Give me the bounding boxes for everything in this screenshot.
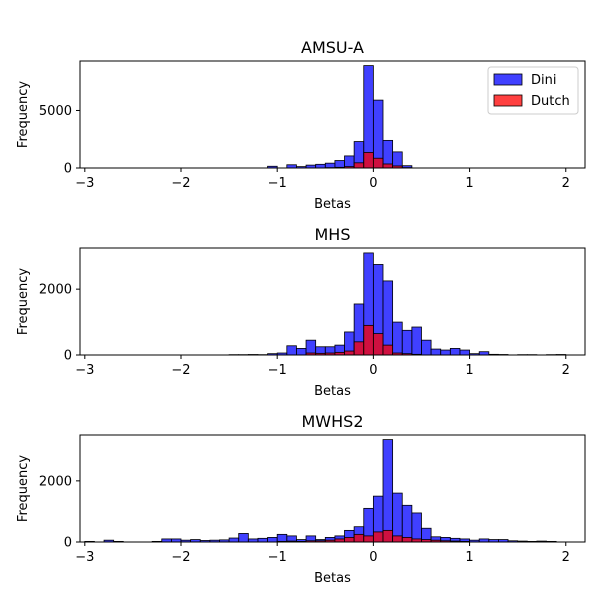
y-axis-label: Frequency	[16, 455, 31, 522]
x-tick-label: −3	[75, 176, 94, 191]
histogram-bar	[392, 321, 403, 356]
histogram-bar	[411, 512, 422, 543]
histogram-bar	[401, 504, 413, 543]
series-dutch	[276, 529, 470, 543]
histogram-bar	[353, 533, 365, 543]
histogram-bar	[411, 326, 422, 356]
histogram-bar	[286, 345, 297, 356]
histogram-bar	[372, 99, 384, 169]
histogram-bar	[372, 157, 384, 169]
subplot-2: −3 −2 −1 0 1 2 0 2000 MHS Betas Frequency	[16, 225, 586, 399]
subplot-title: AMSU-A	[301, 38, 364, 57]
x-tick-label: −3	[75, 550, 94, 565]
x-tick-label: −3	[75, 363, 94, 378]
x-tick-label: 1	[465, 550, 473, 565]
legend-label-dini: Dini	[531, 73, 556, 88]
histogram-bar	[372, 333, 384, 356]
histogram-bar	[315, 163, 326, 169]
histogram-bar	[382, 163, 394, 169]
histogram-bar	[344, 155, 355, 169]
histogram-bar	[363, 324, 374, 356]
legend-label-dutch: Dutch	[531, 94, 570, 109]
x-tick-label: 1	[465, 176, 473, 191]
axes-frame	[79, 434, 586, 543]
legend-swatch-dini	[493, 73, 523, 86]
x-tick-label: −2	[171, 363, 190, 378]
x-tick-label: 0	[369, 363, 377, 378]
histogram-bar	[296, 348, 307, 356]
histogram-bar	[334, 160, 345, 169]
histogram-bar	[382, 344, 394, 356]
legend: Dini Dutch	[487, 66, 579, 115]
histogram-bar	[392, 535, 403, 543]
y-tick-label: 0	[64, 349, 72, 364]
series-dutch	[305, 324, 422, 356]
y-tick-label: 0	[64, 536, 72, 551]
y-tick-label: 5000	[39, 104, 72, 119]
axes-frame	[79, 60, 586, 169]
x-axis-label: Betas	[314, 571, 351, 586]
axes-frame	[79, 247, 586, 356]
x-tick-label: 2	[562, 363, 570, 378]
histogram-bar	[257, 537, 268, 543]
x-tick-label: −2	[171, 550, 190, 565]
x-tick-label: 0	[369, 176, 377, 191]
histogram-bar	[401, 537, 413, 543]
histogram-bar	[267, 537, 278, 543]
histogram-bar	[421, 339, 432, 356]
x-tick-label: −1	[268, 176, 287, 191]
histogram-bar	[449, 348, 461, 356]
x-tick-label: −1	[268, 550, 287, 565]
y-axis-label: Frequency	[16, 81, 31, 148]
histogram-bar	[382, 529, 394, 543]
subplot-3: −3 −2 −1 0 1 2 0 2000 MWHS2 Betas Frequency	[16, 412, 586, 586]
histogram-bar	[372, 531, 384, 543]
histogram-bar	[363, 152, 374, 169]
histogram-bar	[401, 329, 413, 356]
y-tick-label: 2000	[39, 283, 72, 298]
histogram-bar	[344, 537, 355, 543]
x-axis-label: Betas	[314, 197, 351, 212]
histogram-bar	[363, 535, 374, 543]
histogram-bar	[382, 280, 394, 356]
x-tick-label: 1	[465, 363, 473, 378]
y-tick-label: 0	[64, 162, 72, 177]
histogram-bar	[228, 537, 240, 543]
x-tick-label: −1	[268, 363, 287, 378]
subplot-1: −3 −2 −1 0 1 2 0 5000 AMSU-A Betas Frequency Dini Du…	[16, 38, 586, 212]
x-tick-label: 0	[369, 550, 377, 565]
series-dini	[267, 65, 413, 169]
subplot-title: MWHS2	[302, 412, 364, 431]
legend-swatch-dutch	[493, 94, 523, 107]
histogram-bar	[353, 341, 365, 356]
histogram-bar	[392, 492, 403, 543]
histogram-bar	[382, 439, 394, 543]
series-dini	[228, 252, 567, 356]
histogram-bar	[440, 349, 451, 356]
x-tick-label: −2	[171, 176, 190, 191]
y-axis-label: Frequency	[16, 268, 31, 335]
subplot-title: MHS	[315, 225, 351, 244]
series-dini	[84, 439, 557, 543]
histogram-bar	[459, 349, 470, 356]
histogram-bar	[238, 533, 249, 543]
histogram-bar	[430, 348, 442, 356]
histogram-bar	[276, 533, 288, 543]
histogram-bar	[344, 350, 355, 356]
x-tick-label: 2	[562, 550, 570, 565]
x-axis-label: Betas	[314, 384, 351, 399]
histogram-bar	[353, 162, 365, 169]
x-tick-label: 2	[562, 176, 570, 191]
y-tick-label: 2000	[39, 474, 72, 489]
